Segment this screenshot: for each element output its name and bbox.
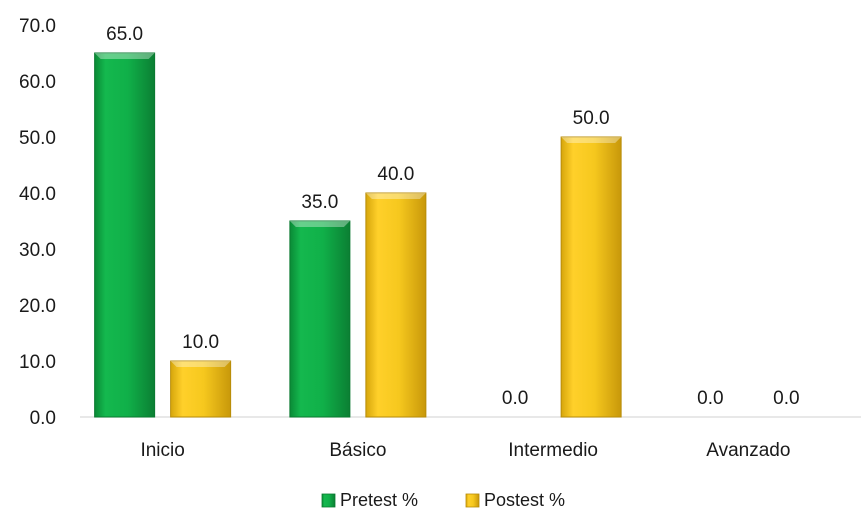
data-label-postest-1: 40.0 [377, 164, 414, 185]
y-tick-label: 60.0 [19, 72, 56, 93]
legend: Pretest % Postest % [321, 490, 565, 510]
bar-rect [94, 52, 156, 418]
legend-label-pretest: Pretest % [340, 490, 418, 510]
bar-bevel [289, 221, 350, 227]
data-label-pretest-0: 65.0 [106, 24, 143, 45]
y-tick-label: 30.0 [19, 240, 56, 261]
bar-pretest-0 [94, 52, 156, 418]
legend-label-postest: Postest % [484, 490, 565, 510]
bar-bevel [94, 53, 155, 59]
bar-rect [289, 220, 351, 418]
bar-pretest-1 [289, 220, 351, 418]
y-tick-label: 70.0 [19, 16, 56, 37]
data-labels: 65.0 10.0 35.0 40.0 0.0 50.0 0.0 0.0 [106, 24, 799, 409]
bar-bevel [365, 193, 426, 199]
legend-swatch-pretest [321, 493, 336, 508]
bar-rect [170, 360, 232, 418]
category-labels: Inicio Básico Intermedio Avanzado [140, 440, 790, 461]
bars [94, 52, 622, 418]
y-axis-tick-labels: 0.0 10.0 20.0 30.0 40.0 50.0 60.0 70.0 [19, 16, 56, 429]
category-label: Inicio [140, 440, 184, 461]
bar-rect [560, 136, 622, 418]
y-tick-label: 0.0 [30, 408, 56, 429]
y-tick-label: 50.0 [19, 128, 56, 149]
y-tick-label: 10.0 [19, 352, 56, 373]
category-label: Intermedio [508, 440, 598, 461]
bar-postest-0 [170, 360, 232, 418]
y-tick-label: 40.0 [19, 184, 56, 205]
category-label: Avanzado [706, 440, 790, 461]
data-label-postest-2: 50.0 [573, 108, 610, 129]
data-label-pretest-1: 35.0 [301, 192, 338, 213]
bar-postest-2 [560, 136, 622, 418]
category-label: Básico [329, 440, 386, 461]
bar-bevel [561, 137, 622, 143]
y-tick-label: 20.0 [19, 296, 56, 317]
data-label-postest-3: 0.0 [773, 388, 799, 409]
data-label-postest-0: 10.0 [182, 332, 219, 353]
bar-postest-1 [365, 192, 427, 418]
data-label-pretest-3: 0.0 [697, 388, 723, 409]
bar-bevel [170, 361, 231, 367]
data-label-pretest-2: 0.0 [502, 388, 528, 409]
bar-rect [365, 192, 427, 418]
legend-swatch-postest [465, 493, 480, 508]
